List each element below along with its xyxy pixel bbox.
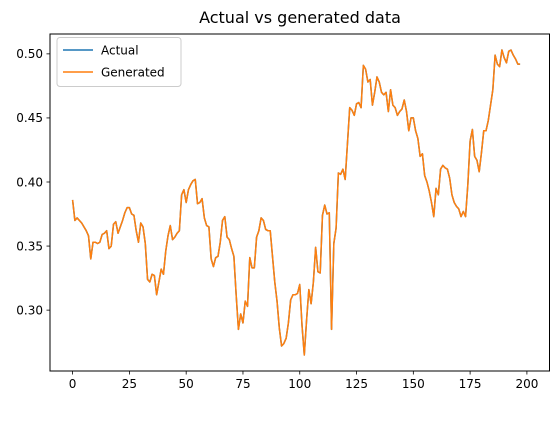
x-tick-label: 200: [515, 377, 538, 391]
series-line-generated: [71, 49, 521, 356]
y-tick-label: 0.50: [16, 47, 43, 61]
x-tick-label: 125: [345, 377, 368, 391]
x-tick-label: 175: [459, 377, 482, 391]
y-tick-label: 0.40: [16, 175, 43, 189]
x-tick-label: 75: [235, 377, 250, 391]
x-tick-label: 25: [122, 377, 137, 391]
y-tick-label: 0.45: [16, 111, 43, 125]
plot-frame: [49, 33, 550, 372]
y-axis: 0.30 0.35 0.40 0.45 0.50: [16, 47, 50, 317]
x-axis: 0 25 50 75 100 125 150 175 200: [69, 371, 538, 391]
chart-title: Actual vs generated data: [199, 8, 401, 27]
x-tick-label: 0: [69, 377, 77, 391]
legend: Actual Generated: [56, 37, 182, 87]
legend-label-generated: Generated: [101, 65, 165, 79]
series-layer: [71, 49, 521, 356]
legend-label-actual: Actual: [101, 43, 139, 57]
y-tick-label: 0.35: [16, 239, 43, 253]
x-tick-label: 50: [179, 377, 194, 391]
y-tick-label: 0.30: [16, 303, 43, 317]
x-tick-label: 150: [402, 377, 425, 391]
x-tick-label: 100: [288, 377, 311, 391]
